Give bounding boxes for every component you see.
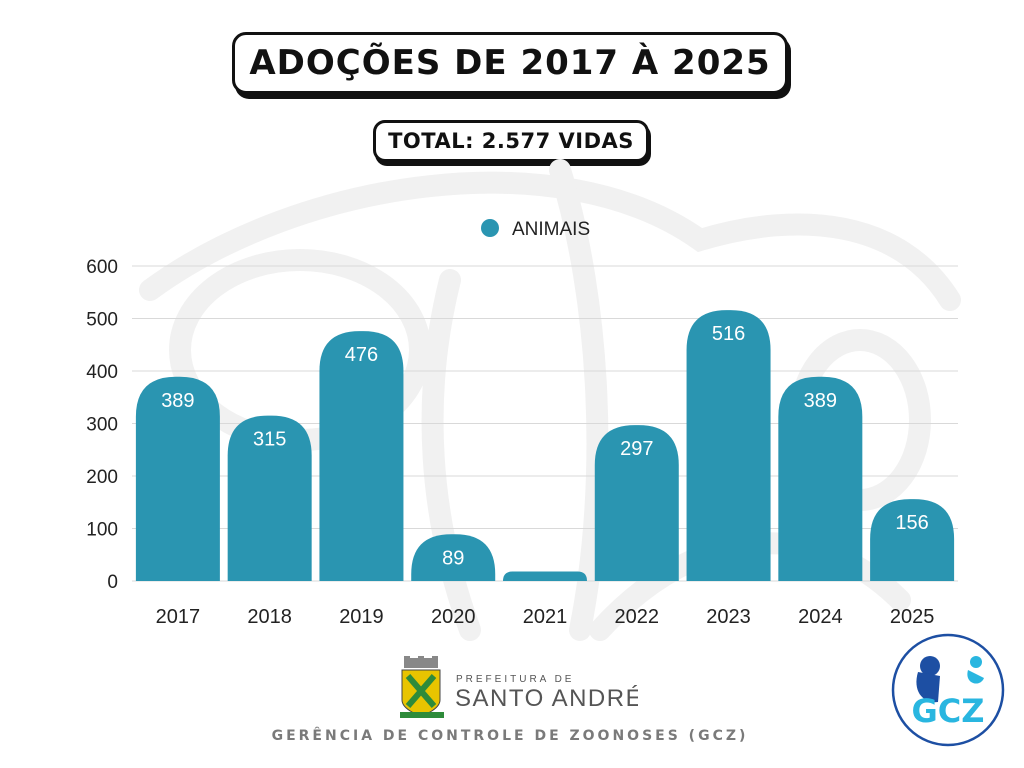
data-label-2025: 156 xyxy=(895,512,928,534)
data-label-2022: 297 xyxy=(620,438,653,460)
santo-andre-logo: PREFEITURA DE SANTO ANDRÉ xyxy=(400,656,638,718)
title-box: ADOÇÕES DE 2017 À 2025 xyxy=(232,32,788,94)
y-axis: 0 100 200 300 400 500 600 xyxy=(86,257,118,593)
x-tick-label-2017: 2017 xyxy=(156,606,201,628)
data-label-2019: 476 xyxy=(345,344,378,366)
bar-2019 xyxy=(319,331,404,581)
x-tick-label-2024: 2024 xyxy=(798,606,843,628)
bar-2022 xyxy=(594,425,679,581)
bars xyxy=(135,310,955,581)
x-tick-label-2020: 2020 xyxy=(431,606,476,628)
x-tick-label-2025: 2025 xyxy=(890,606,935,628)
y-tick-label: 400 xyxy=(86,362,118,383)
bar-2017 xyxy=(135,376,220,581)
y-tick-label: 500 xyxy=(86,310,118,331)
y-tick-label: 600 xyxy=(86,257,118,278)
legend-label: ANIMAIS xyxy=(512,219,590,240)
data-label-2020: 89 xyxy=(442,547,464,569)
page-title: ADOÇÕES DE 2017 À 2025 xyxy=(249,43,771,83)
data-label-2018: 315 xyxy=(253,429,286,451)
prefeitura-label: PREFEITURA DE xyxy=(456,674,574,685)
page-subtitle: TOTAL: 2.577 VIDAS xyxy=(388,129,634,153)
data-label-2024: 389 xyxy=(804,390,837,412)
bar-2023 xyxy=(686,310,771,581)
y-tick-label: 100 xyxy=(86,520,118,541)
bar-2020 xyxy=(411,534,496,581)
y-tick-label: 200 xyxy=(86,467,118,488)
department-label: GERÊNCIA DE CONTROLE DE ZOONOSES (GCZ) xyxy=(271,728,749,744)
bar-2024 xyxy=(778,376,863,581)
x-tick-label-2023: 2023 xyxy=(706,606,751,628)
subtitle-box: TOTAL: 2.577 VIDAS xyxy=(373,120,649,162)
coat-of-arms-icon xyxy=(400,656,444,718)
x-tick-label-2022: 2022 xyxy=(615,606,660,628)
x-tick-label-2021: 2021 xyxy=(523,606,568,628)
bar-2025 xyxy=(870,499,955,581)
gcz-letters: GCZ xyxy=(912,692,985,730)
bar-2018 xyxy=(227,415,312,581)
x-axis: 2017 2018 2019 2020 2021 2022 2023 2024 2025 xyxy=(156,606,935,628)
legend: ANIMAIS xyxy=(481,219,590,240)
data-label-2023: 516 xyxy=(712,323,745,345)
gcz-logo: GCZ xyxy=(891,633,1005,747)
data-labels: 389 315 476 89 297 516 389 156 xyxy=(161,323,929,569)
legend-swatch xyxy=(481,219,499,237)
city-label: SANTO ANDRÉ xyxy=(455,685,638,712)
y-tick-label: 0 xyxy=(107,572,118,593)
data-label-2017: 389 xyxy=(161,390,194,412)
y-tick-label: 300 xyxy=(86,415,118,436)
animals-icon xyxy=(916,656,984,703)
x-tick-label-2019: 2019 xyxy=(339,606,384,628)
x-tick-label-2018: 2018 xyxy=(247,606,292,628)
bar-2021 xyxy=(503,571,587,581)
